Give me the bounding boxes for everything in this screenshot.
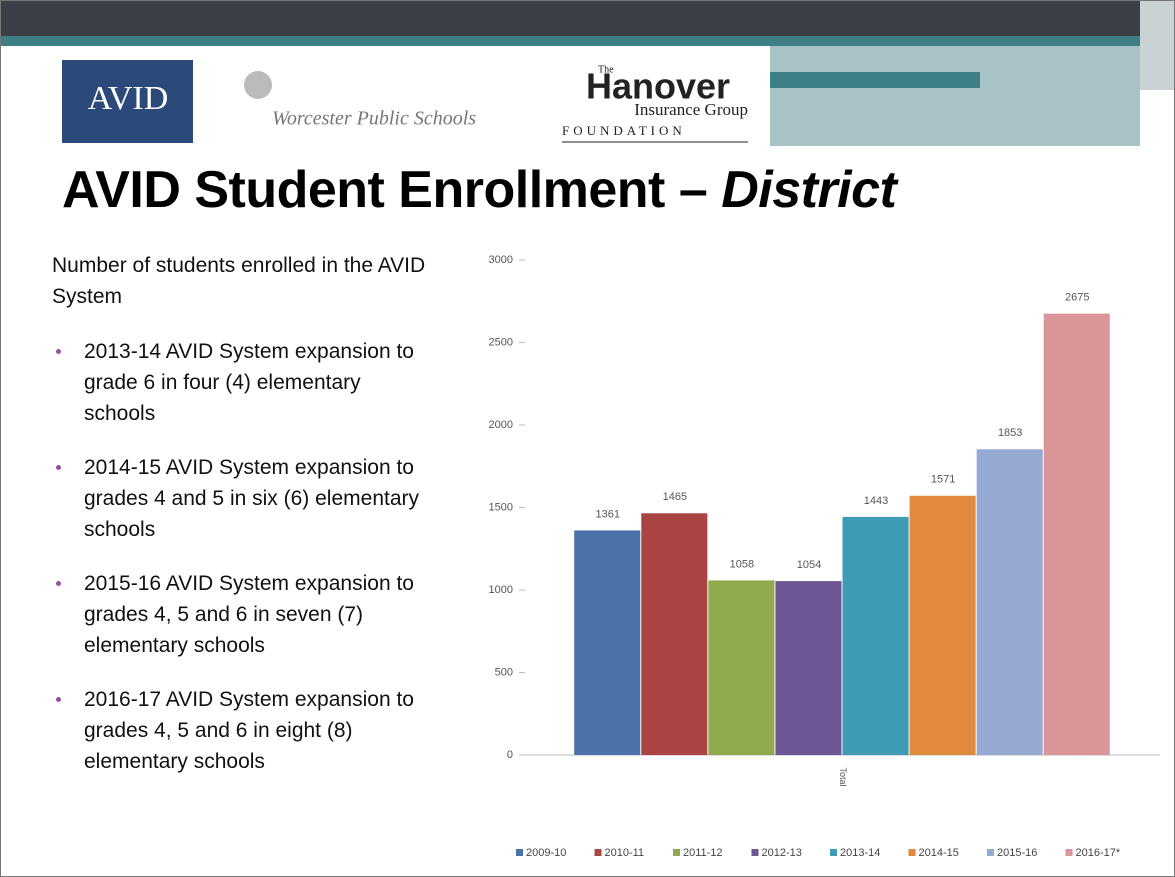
y-tick-label: 2000: [489, 419, 513, 431]
legend-label: 2015-16: [997, 847, 1037, 859]
y-tick-label: 1500: [489, 501, 513, 513]
data-label: 1465: [663, 491, 687, 503]
bar: [1043, 313, 1110, 755]
hanover-the: The: [598, 64, 614, 75]
bullet: 2014-15 AVID System expansion to grades …: [52, 452, 424, 545]
data-label: 1058: [730, 558, 754, 570]
y-tick-label: 2500: [489, 336, 513, 348]
y-tick-label: 3000: [489, 254, 513, 266]
hanover-foundation: FOUNDATION: [562, 123, 686, 138]
legend-swatch: [987, 849, 994, 856]
hanover-group: Insurance Group: [634, 100, 748, 119]
hanover-name: Hanover: [586, 66, 730, 107]
bar: [775, 581, 842, 755]
teal-stripe: [0, 36, 1140, 46]
data-label: 1853: [998, 427, 1022, 439]
legend-swatch: [594, 849, 602, 856]
header-panel: [770, 46, 1140, 146]
bar: [708, 580, 775, 755]
data-label: 1054: [797, 559, 821, 571]
x-tick-label: Total: [838, 767, 848, 786]
header-stripe: [770, 72, 980, 88]
worcester-icon: [244, 71, 272, 99]
legend-label: 2016-17*: [1076, 847, 1121, 859]
y-tick-label: 500: [495, 666, 513, 678]
bar: [909, 495, 976, 755]
legend-swatch: [516, 849, 523, 856]
text-panel: Number of students enrolled in the AVID …: [52, 250, 442, 800]
legend-label: 2013-14: [840, 847, 880, 859]
worcester-logo-text: Worcester Public Schools: [272, 108, 476, 130]
slide-title: AVID Student Enrollment – District: [62, 160, 897, 220]
data-label: 2675: [1065, 292, 1089, 304]
title-text: AVID Student Enrollment –: [62, 161, 708, 219]
legend-label: 2009-10: [526, 847, 566, 859]
y-tick-label: 0: [507, 749, 513, 761]
bar: [976, 449, 1043, 755]
legend-swatch: [830, 849, 837, 856]
legend-swatch: [1065, 849, 1073, 856]
title-italic: District: [721, 161, 897, 219]
bullet: 2013-14 AVID System expansion to grade 6…: [52, 336, 424, 429]
bullet: 2016-17 AVID System expansion to grades …: [52, 684, 424, 777]
intro: Number of students enrolled in the AVID …: [52, 254, 426, 308]
data-label: 1443: [864, 495, 888, 507]
avid-logo: [62, 60, 193, 143]
legend-label: 2011-12: [683, 847, 723, 859]
legend-label: 2010-11: [605, 847, 645, 859]
bar: [842, 516, 909, 755]
bullet: 2015-16 AVID System expansion to grades …: [52, 568, 424, 661]
corner-block: [1140, 0, 1175, 90]
avid-logo-text: AVID: [88, 80, 169, 117]
legend-swatch: [673, 849, 680, 856]
data-label: 1361: [596, 508, 620, 520]
data-label: 1571: [931, 474, 955, 486]
legend-swatch: [751, 849, 759, 856]
bar: [641, 513, 708, 755]
bullet-list: 2013-14 AVID System expansion to grade 6…: [52, 336, 442, 777]
legend-label: 2014-15: [919, 847, 959, 859]
legend-label: 2012-13: [762, 847, 802, 859]
y-tick-label: 1000: [489, 584, 513, 596]
legend-swatch: [908, 849, 916, 856]
bar: [574, 530, 641, 755]
top-bar: [0, 0, 1175, 36]
